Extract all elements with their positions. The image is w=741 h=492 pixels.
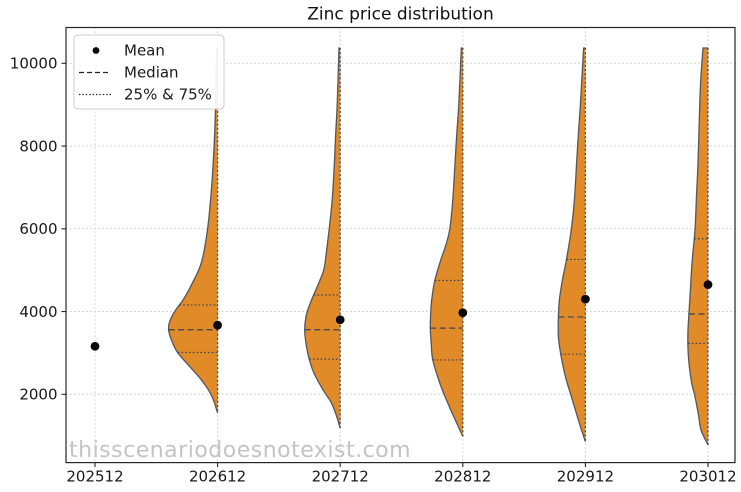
y-tick-label: 2000: [19, 386, 57, 404]
violin-body: [168, 47, 218, 413]
chart-title: Zinc price distribution: [307, 5, 494, 25]
legend: Mean Median 25% & 75%: [73, 34, 225, 110]
mean-dot: [213, 320, 223, 330]
violin-outline: [167, 47, 219, 414]
mean-dot: [90, 341, 100, 351]
x-tick-label: 202512: [66, 468, 123, 486]
x-tick-label: 202912: [557, 468, 614, 486]
legend-box: [73, 34, 225, 110]
legend-median-label: Median: [124, 64, 179, 82]
x-tick-label: 202812: [434, 468, 491, 486]
violin-outline: [304, 47, 341, 429]
legend-mean-marker-icon: [92, 47, 100, 54]
violin-body: [558, 47, 586, 442]
violins: [90, 47, 713, 446]
violin-body: [687, 47, 708, 445]
y-tick-label: 6000: [19, 220, 57, 238]
violin-body: [430, 47, 463, 437]
x-tick-label: 202712: [312, 468, 369, 486]
plot-border: [65, 26, 736, 464]
mean-dot: [581, 294, 590, 304]
y-tick-label: 4000: [19, 303, 57, 321]
mean-dot: [335, 315, 345, 325]
y-tick-label: 10000: [10, 55, 58, 73]
x-tick-label: 202612: [189, 468, 246, 486]
legend-quartile-label: 25% & 75%: [124, 86, 212, 104]
violin-body: [304, 47, 341, 429]
mean-dot: [703, 280, 713, 290]
legend-mean-label: Mean: [124, 42, 165, 60]
violin-outline: [429, 47, 464, 437]
axis-ticks-and-labels: 2000 4000 6000 8000 10000 202512 202612 202712 2…: [10, 55, 737, 486]
violin-outline: [687, 47, 709, 446]
violin-outline: [557, 47, 587, 442]
watermark: thisscenariodoesnotexist.com: [69, 438, 411, 463]
mean-dot: [458, 308, 468, 318]
y-tick-label: 8000: [19, 137, 57, 155]
x-tick-label: 203012: [679, 468, 736, 486]
